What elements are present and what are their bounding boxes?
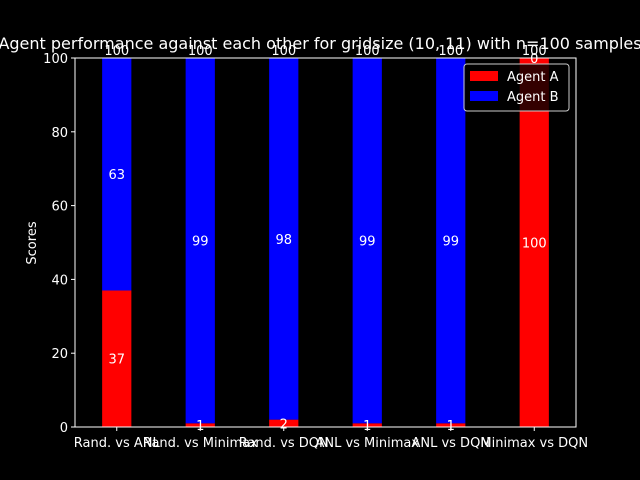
bar-agent-a-4 xyxy=(436,423,466,427)
bar-agent-a-3 xyxy=(352,423,382,427)
y-tick-label: 0 xyxy=(60,421,68,436)
bar-group xyxy=(102,58,549,427)
y-tick-label: 40 xyxy=(51,273,68,288)
bar-value-label: 99 xyxy=(442,235,459,250)
legend-swatch-agent-b xyxy=(470,91,498,101)
bar-agent-a-0 xyxy=(102,290,132,427)
chart-title: Agent performance against each other for… xyxy=(0,34,640,53)
x-tick-label: ANL vs Minimax xyxy=(315,436,419,451)
plot-frame xyxy=(74,57,577,428)
bar-total-label: 100 xyxy=(438,44,463,59)
bar-value-label: 63 xyxy=(108,168,125,183)
axes xyxy=(74,57,577,428)
bar-agent-a-2 xyxy=(269,419,299,427)
bar-total-label: 100 xyxy=(188,44,213,59)
y-tick-group: 0 20 40 60 80 100 xyxy=(43,52,75,436)
bar-value-label: 2 xyxy=(280,417,288,432)
x-tick-label: Minimax vs DQN xyxy=(480,436,588,451)
legend: Agent A Agent B xyxy=(463,63,570,112)
bar-value-label: 37 xyxy=(108,353,125,368)
bar-value-label: 0 xyxy=(530,52,538,67)
bar-total-label: 100 xyxy=(271,44,296,59)
y-tick-label: 80 xyxy=(51,126,68,141)
bar-value-label: 98 xyxy=(275,233,292,248)
bar-agent-a-1 xyxy=(185,423,215,427)
legend-swatch-agent-a xyxy=(470,71,498,81)
total-label-group: 100 100 100 100 100 100 xyxy=(104,44,546,59)
bar-total-label: 100 xyxy=(522,44,547,59)
bar-total-label: 100 xyxy=(104,44,129,59)
x-tick-label: Rand. vs DQN xyxy=(239,436,329,451)
bar-value-label: 99 xyxy=(192,235,209,250)
y-tick-label: 60 xyxy=(51,200,68,215)
bar-agent-b-3 xyxy=(352,58,382,424)
bar-agent-b-1 xyxy=(185,58,215,424)
bar-agent-b-0 xyxy=(102,58,132,291)
bar-value-label: 100 xyxy=(522,237,547,252)
x-tick-label: ANL vs DQN xyxy=(411,436,490,451)
y-tick-label: 20 xyxy=(51,347,68,362)
legend-label: Agent A xyxy=(507,70,559,85)
legend-label: Agent B xyxy=(507,90,559,105)
bar-agent-b-4 xyxy=(436,58,466,424)
bar-agent-a-5 xyxy=(519,58,549,427)
bar-total-label: 100 xyxy=(355,44,380,59)
bar-value-label: 99 xyxy=(359,235,376,250)
y-axis-label: Scores xyxy=(25,221,40,264)
bar-agent-b-2 xyxy=(269,58,299,420)
y-tick-label: 100 xyxy=(43,52,68,67)
x-tick-label: Rand. vs Minimax xyxy=(143,436,258,451)
x-tick-label: Rand. vs ANL xyxy=(74,436,161,451)
